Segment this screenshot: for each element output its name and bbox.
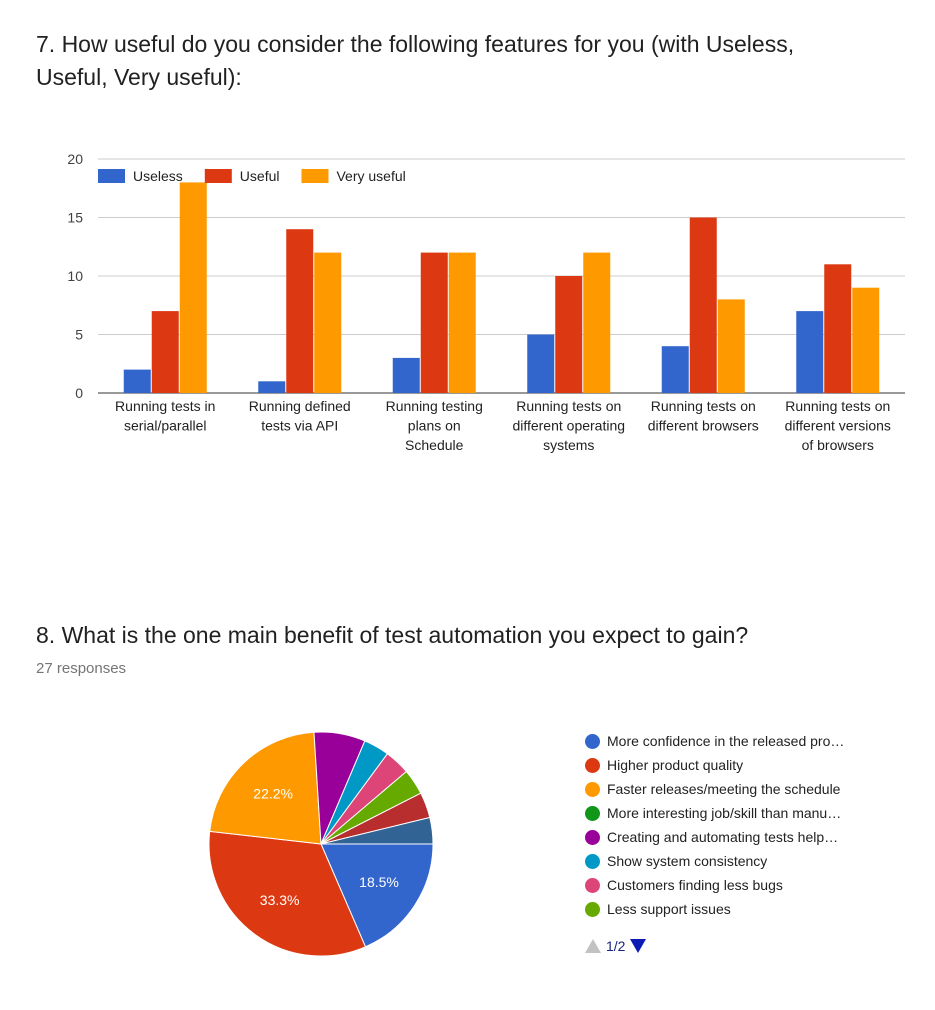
pie-legend-item: Show system consistency — [585, 849, 885, 873]
pie-chart: 18.5% 33.3% 22.2% — [208, 731, 434, 957]
bar-chart: 0 5 10 15 20 Running tests in serial/parallel… — [67, 151, 905, 453]
pie-legend-label: More confidence in the released pro… — [607, 733, 845, 749]
pie-legend-item: More confidence in the released pro… — [585, 729, 885, 753]
pie-slice — [320, 816, 434, 845]
bar — [392, 357, 420, 393]
pie-slice-label: 18.5% — [359, 874, 399, 890]
bar — [258, 381, 286, 393]
legend-dot-icon — [585, 829, 600, 845]
category-label: Running defined — [249, 398, 351, 414]
bar — [555, 276, 583, 393]
bar — [420, 252, 448, 393]
bar — [151, 311, 179, 393]
pie-slice — [320, 843, 434, 948]
pie-legend-label: Higher product quality — [607, 757, 744, 773]
category-label: serial/parallel — [124, 418, 206, 434]
legend-label: Useless — [133, 168, 183, 184]
question-7-title: 7. How useful do you consider the follow… — [36, 31, 795, 90]
pie-legend-item: Less support issues — [585, 897, 885, 921]
category-label: Running tests on — [651, 398, 756, 414]
category-label: plans on — [408, 418, 461, 434]
pie-legend-label: Customers finding less bugs — [607, 877, 783, 893]
legend-dot-icon — [585, 733, 600, 749]
y-tick-label: 20 — [67, 151, 83, 167]
category-label: Running tests on — [516, 398, 621, 414]
question-8-title: 8. What is the one main benefit of test … — [36, 622, 749, 648]
pie-chart-labels: 18.5% 33.3% 22.2% — [253, 786, 399, 908]
pie-legend-label: More interesting job/skill than manu… — [607, 805, 842, 821]
pie-legend-label: Less support issues — [607, 901, 731, 917]
category-label: Running tests on — [785, 398, 890, 414]
pager-up-icon — [585, 939, 601, 953]
legend-label: Useful — [240, 168, 280, 184]
bar — [689, 217, 717, 393]
bar — [179, 182, 207, 393]
bar — [661, 346, 689, 393]
legend-swatch — [204, 169, 232, 183]
category-label: tests via API — [261, 418, 338, 434]
y-tick-label: 15 — [67, 210, 83, 226]
bar — [717, 299, 745, 393]
pie-slice — [208, 830, 367, 957]
bar — [824, 264, 852, 393]
bar-chart-bars — [123, 182, 880, 393]
pie-chart-slices — [208, 731, 434, 957]
category-label: different versions — [785, 418, 891, 434]
bar — [286, 229, 314, 393]
bar — [314, 252, 342, 393]
pie-legend-label: Show system consistency — [607, 853, 768, 869]
legend-swatch — [98, 169, 125, 183]
bar — [448, 252, 476, 393]
pie-slice-label: 33.3% — [260, 892, 300, 908]
category-label: of browsers — [802, 437, 874, 453]
legend-dot-icon — [585, 805, 600, 821]
bar — [527, 334, 555, 393]
pie-slice — [209, 731, 322, 845]
y-tick-label: 0 — [75, 385, 83, 401]
category-label: systems — [543, 437, 594, 453]
legend-dot-icon — [585, 901, 600, 917]
bar — [852, 287, 880, 393]
y-tick-label: 5 — [75, 327, 83, 343]
category-label: Running tests in — [115, 398, 215, 414]
legend-swatch — [301, 169, 329, 183]
pager-down-icon[interactable] — [630, 939, 647, 953]
pie-legend-item: Faster releases/meeting the schedule — [585, 777, 885, 801]
legend-dot-icon — [585, 877, 600, 893]
category-label: different operating — [512, 418, 625, 434]
pie-legend-item: More interesting job/skill than manu… — [585, 801, 885, 825]
category-label: Running testing — [386, 398, 483, 414]
bar-chart-legend: Useless Useful Very useful — [98, 168, 406, 184]
legend-dot-icon — [585, 757, 600, 773]
pie-legend: More confidence in the released pro… High… — [585, 729, 885, 921]
pie-legend-item: Higher product quality — [585, 753, 885, 777]
pager-label: 1/2 — [606, 938, 626, 954]
pie-legend-label: Faster releases/meeting the schedule — [607, 781, 841, 797]
pie-legend-item: Creating and automating tests help… — [585, 825, 885, 849]
legend-pager: 1/2 — [585, 938, 647, 954]
bar — [123, 369, 151, 393]
bar-chart-y-ticks: 0 5 10 15 20 — [67, 151, 83, 401]
legend-label: Very useful — [336, 168, 405, 184]
pie-slice-label: 22.2% — [253, 786, 293, 802]
pie-legend-label: Creating and automating tests help… — [607, 829, 839, 845]
legend-dot-icon — [585, 781, 600, 797]
response-count: 27 responses — [36, 660, 127, 677]
bar-chart-categories: Running tests in serial/parallel Running d… — [115, 398, 891, 453]
legend-dot-icon — [585, 853, 600, 869]
bar — [583, 252, 611, 393]
category-label: different browsers — [648, 418, 759, 434]
pie-legend-item: Customers finding less bugs — [585, 873, 885, 897]
y-tick-label: 10 — [67, 268, 83, 284]
bar-chart-grid — [98, 158, 905, 394]
bar — [796, 311, 824, 393]
category-label: Schedule — [405, 437, 464, 453]
